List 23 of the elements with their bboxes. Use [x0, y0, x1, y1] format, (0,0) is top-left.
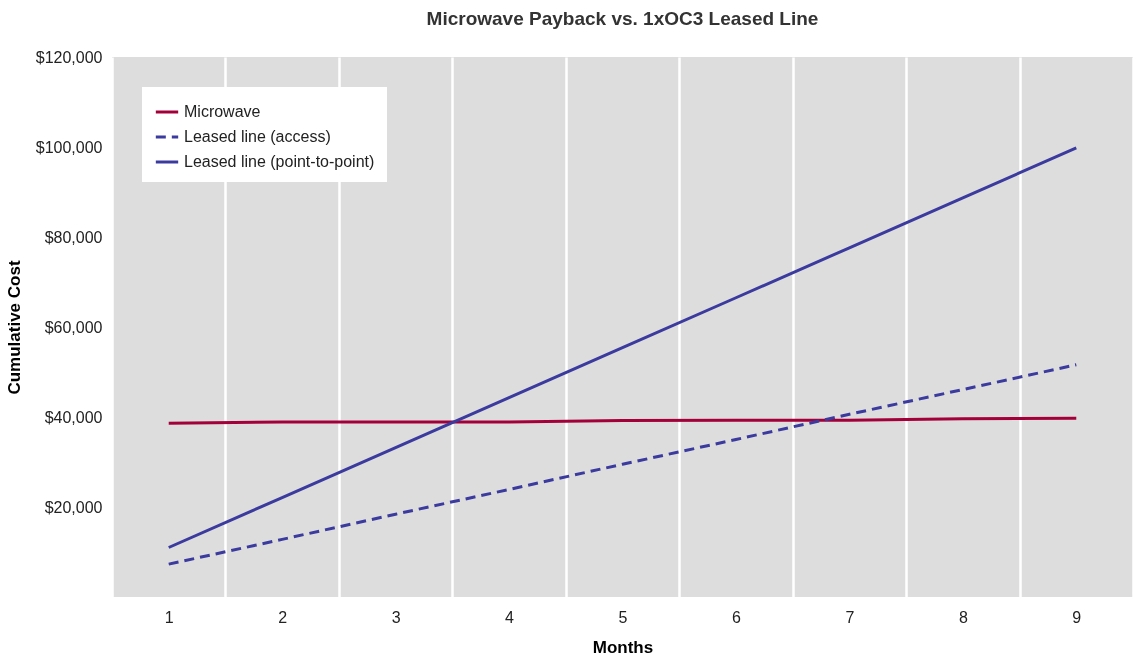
y-tick-label: $20,000 — [44, 498, 103, 516]
legend-label: Leased line (access) — [184, 128, 331, 145]
x-tick-label: 4 — [505, 608, 515, 626]
y-tick-label: $80,000 — [44, 228, 103, 246]
line-series — [167, 363, 1078, 566]
line-series — [167, 146, 1078, 549]
y-tick-label: $100,000 — [35, 138, 103, 156]
x-axis-title: Months — [592, 637, 654, 657]
x-tick-label: 5 — [618, 608, 628, 626]
y-tick-label: $40,000 — [44, 408, 103, 426]
legend-label: Microwave — [184, 103, 261, 120]
x-tick-label: 9 — [1072, 608, 1082, 626]
x-tick-label: 8 — [958, 608, 968, 626]
y-axis-title: Cumulative Cost — [4, 260, 24, 395]
x-tick-label: 7 — [845, 608, 855, 626]
y-tick-label: $60,000 — [44, 318, 103, 336]
y-tick-label: $120,000 — [35, 48, 103, 66]
x-tick-label: 2 — [278, 608, 288, 626]
x-tick-label: 1 — [164, 608, 174, 626]
x-tick-label: 6 — [731, 608, 741, 626]
x-tick-label: 3 — [391, 608, 401, 626]
legend-label: Leased line (point-to-point) — [184, 153, 375, 170]
chart-title: Microwave Payback vs. 1xOC3 Leased Line — [426, 8, 819, 29]
